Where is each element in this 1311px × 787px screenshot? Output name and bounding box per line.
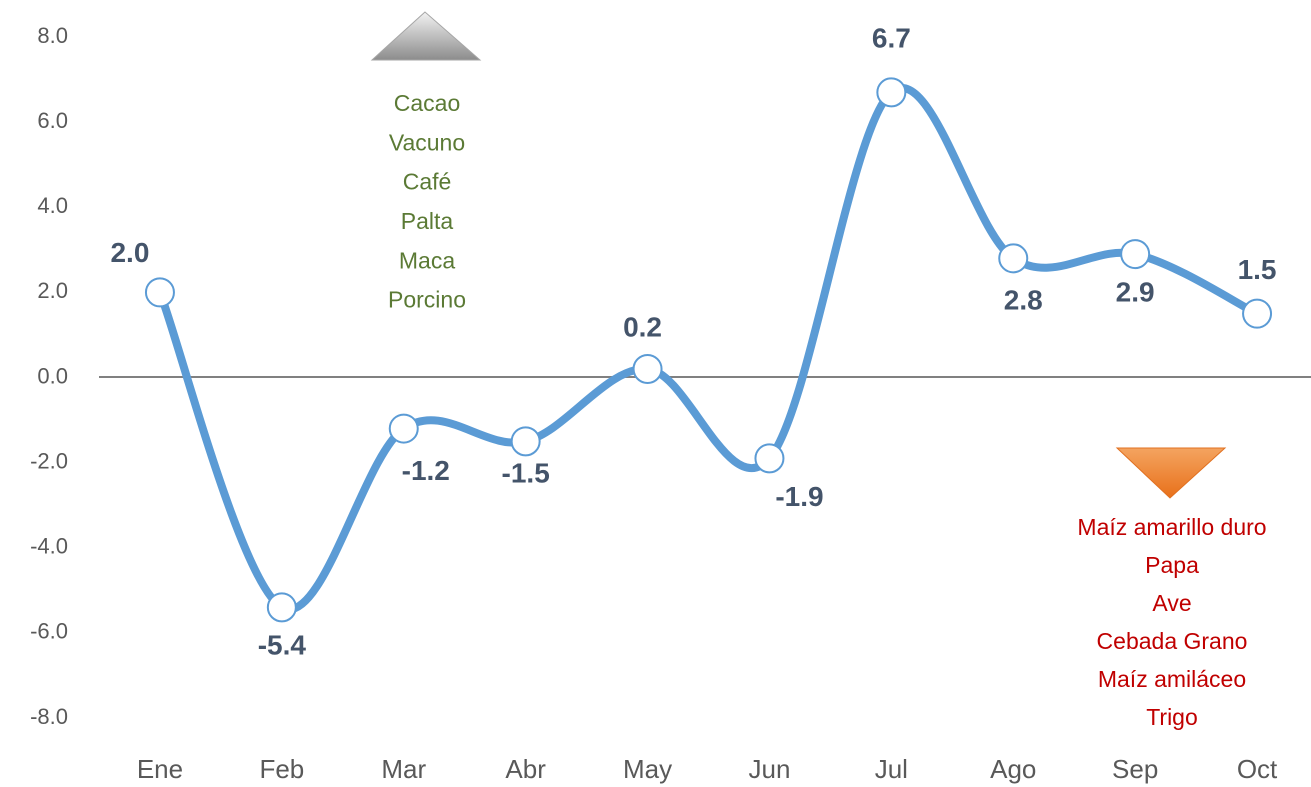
annotation-item: Café <box>403 169 452 195</box>
data-label: 0.2 <box>623 311 662 342</box>
marker <box>1242 298 1273 329</box>
x-tick-label: Jul <box>875 754 908 784</box>
x-tick-label: Abr <box>505 754 546 784</box>
x-tick-label: Jun <box>748 754 790 784</box>
y-tick-label: -4.0 <box>30 534 68 559</box>
annotation-item: Maíz amiláceo <box>1098 666 1246 692</box>
down-arrow <box>1115 447 1227 499</box>
x-tick-label: May <box>623 754 672 784</box>
marker <box>510 426 541 457</box>
annotation-item: Maíz amarillo duro <box>1077 514 1266 540</box>
up-arrow <box>370 11 482 61</box>
y-tick-label: 6.0 <box>37 108 68 133</box>
marker <box>1120 239 1151 270</box>
data-label: 6.7 <box>872 23 911 54</box>
annotation-item: Cacao <box>394 90 460 116</box>
x-tick-label: Ene <box>137 754 183 784</box>
annotation-item: Palta <box>401 208 454 234</box>
y-tick-label: -2.0 <box>30 448 68 473</box>
data-label: 2.9 <box>1116 276 1155 307</box>
data-label: -1.9 <box>775 481 823 512</box>
line <box>155 84 1262 614</box>
y-tick-label: -6.0 <box>30 619 68 644</box>
marker <box>754 443 785 474</box>
x-tick-label: Sep <box>1112 754 1158 784</box>
annotation-item: Vacuno <box>389 129 465 155</box>
x-tick-label: Ago <box>990 754 1036 784</box>
y-tick-label: 8.0 <box>37 23 68 48</box>
y-tick-label: 0.0 <box>37 363 68 388</box>
data-label: 1.5 <box>1238 254 1277 285</box>
annotation-item: Papa <box>1145 552 1199 578</box>
annotation-item: Ave <box>1152 590 1191 616</box>
y-tick-label: 4.0 <box>37 193 68 218</box>
x-tick-label: Oct <box>1237 754 1278 784</box>
marker <box>388 413 419 444</box>
data-label: -1.2 <box>402 455 450 486</box>
marker <box>876 77 907 108</box>
data-label: 2.0 <box>110 237 149 268</box>
x-tick-label: Feb <box>259 754 304 784</box>
y-tick-label: -8.0 <box>30 704 68 729</box>
marker <box>998 243 1029 274</box>
annotation-item: Maca <box>399 247 455 273</box>
annotation-item: Trigo <box>1146 704 1198 730</box>
data-label: 2.8 <box>1004 285 1043 316</box>
annotation-item: Porcino <box>388 287 466 313</box>
annotation-item: Cebada Grano <box>1097 628 1248 654</box>
y-tick-label: 2.0 <box>37 278 68 303</box>
marker <box>632 353 663 384</box>
data-label: -1.5 <box>502 458 550 489</box>
x-tick-label: Mar <box>381 754 426 784</box>
marker <box>144 277 175 308</box>
data-label: -5.4 <box>258 630 307 661</box>
marker <box>266 592 297 623</box>
